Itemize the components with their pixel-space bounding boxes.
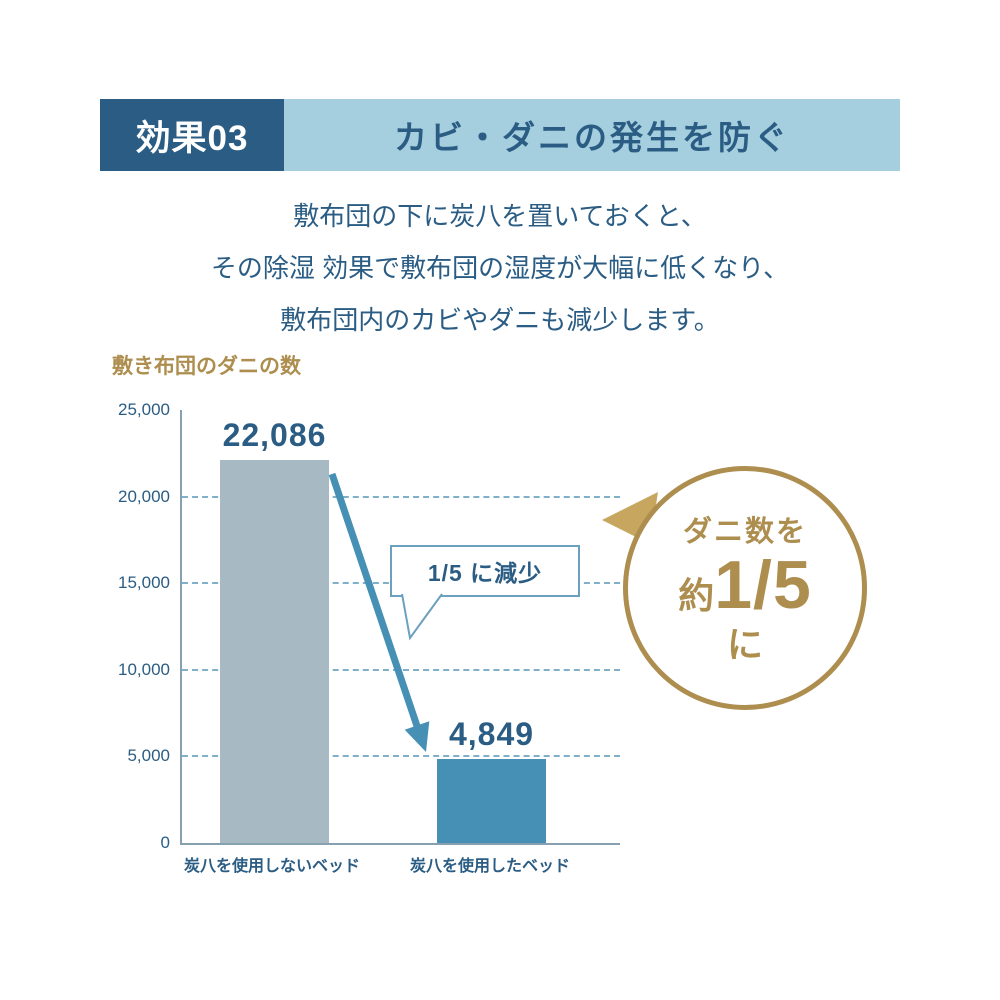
bar bbox=[220, 460, 329, 843]
y-tick-label: 20,000 bbox=[118, 486, 170, 506]
reduction-badge: ダニ数を 約 1/5 に bbox=[623, 466, 867, 710]
badge-fraction-value: 1/5 bbox=[714, 547, 812, 623]
decrease-callout: 1/5 に減少 bbox=[390, 545, 580, 597]
badge-top-text: ダニ数を bbox=[682, 516, 807, 548]
y-tick-label: 10,000 bbox=[118, 659, 170, 679]
x-axis-label: 炭八を使用したベッド bbox=[409, 858, 570, 875]
x-axis-label: 炭八を使用しないベッド bbox=[183, 858, 360, 875]
badge-approx-text: 約 bbox=[678, 575, 715, 616]
description-text: 敷布団の下に炭八を置いておくと、 その除湿 効果で敷布団の湿度が大幅に低くなり、… bbox=[0, 190, 1000, 346]
bar-group: 22,086 bbox=[220, 417, 329, 843]
header-title: カビ・ダニの発生を防ぐ bbox=[284, 99, 900, 171]
bar-value-label: 22,086 bbox=[222, 417, 327, 454]
bar-value-label: 4,849 bbox=[448, 716, 535, 753]
bar bbox=[437, 759, 546, 843]
description-line-2: その除湿 効果で敷布団の湿度が大幅に低くなり、 bbox=[210, 253, 790, 283]
gridline bbox=[182, 755, 620, 758]
effect-number-badge: 効果03 bbox=[100, 99, 284, 171]
bar-chart: 22,086 4,849 0 5,000 10,000 15,000 20,000 25,… bbox=[110, 390, 650, 875]
description-line-3: 敷布団内のカビやダニも減少します。 bbox=[280, 305, 720, 335]
y-tick-label: 5,000 bbox=[127, 746, 170, 766]
y-tick-label: 15,000 bbox=[118, 573, 170, 593]
y-tick-label: 25,000 bbox=[118, 400, 170, 419]
chart-title: 敷き布団のダニの数 bbox=[112, 355, 301, 378]
bar-group: 4,849 bbox=[437, 716, 546, 843]
y-tick-label: 0 bbox=[160, 833, 170, 852]
badge-bottom-text: に bbox=[726, 624, 763, 665]
plot-area: 22,086 4,849 0 5,000 10,000 15,000 20,000 25,… bbox=[118, 400, 620, 852]
header: 効果03 カビ・ダニの発生を防ぐ bbox=[100, 99, 900, 171]
description-line-1: 敷布団の下に炭八を置いておくと、 bbox=[293, 201, 707, 231]
badge-fraction-row: 約 1/5 bbox=[678, 546, 812, 624]
